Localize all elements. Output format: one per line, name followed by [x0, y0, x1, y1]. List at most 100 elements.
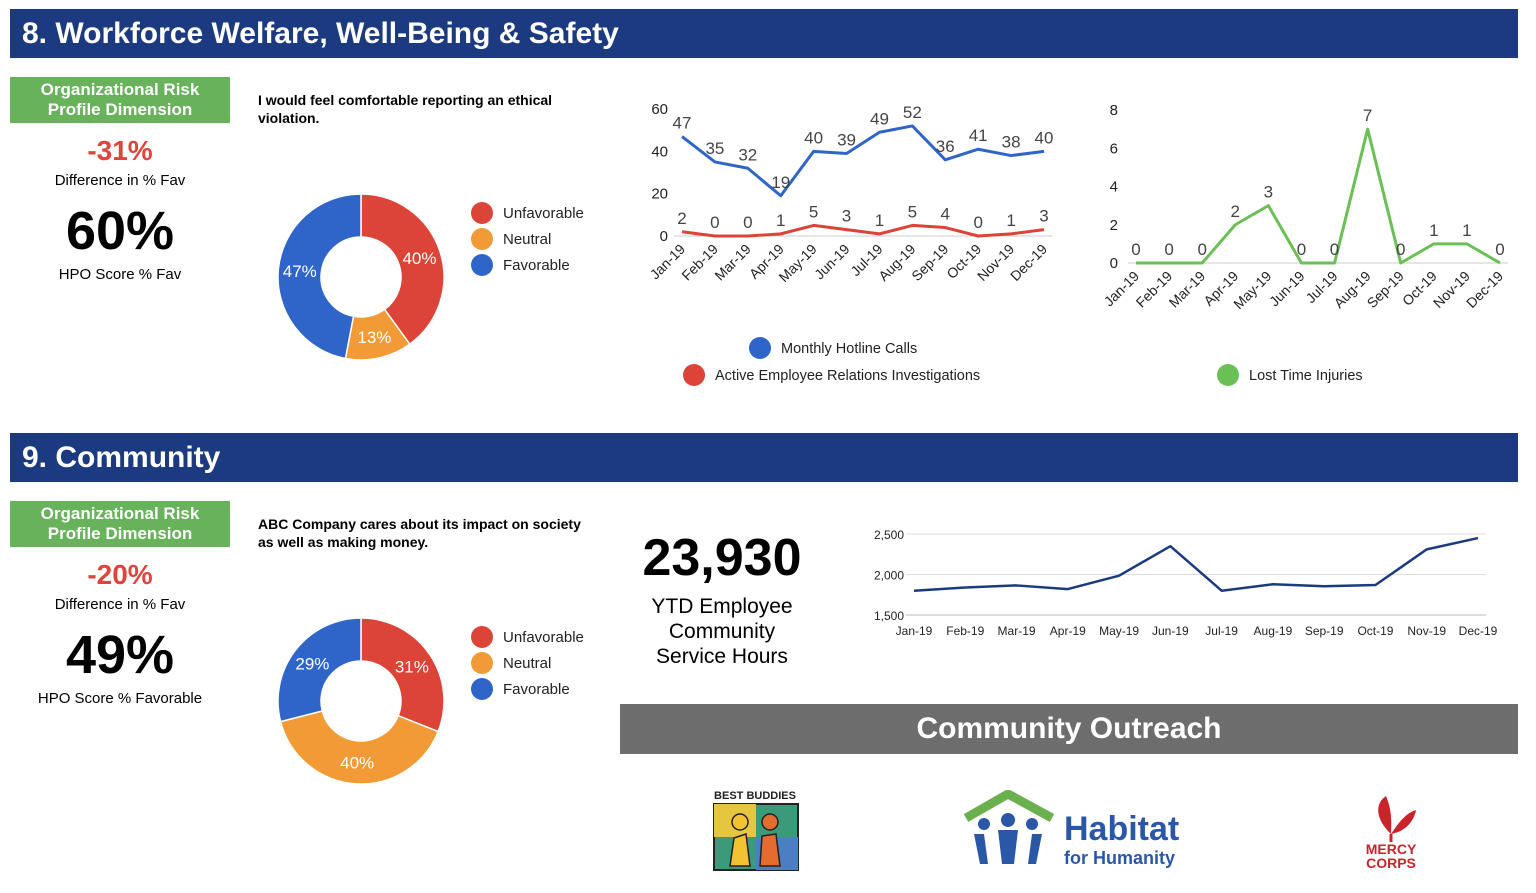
- hotline-chart-body: 6040200Jan-19Feb-19Mar-19Apr-19May-19Jun…: [647, 101, 1054, 386]
- x-tick-label: May-19: [775, 241, 819, 285]
- x-tick-label: Jun-19: [1152, 624, 1189, 638]
- data-label: 7: [1363, 106, 1372, 125]
- donut-slice-label: 47%: [283, 262, 317, 281]
- y-tick-label: 2,500: [874, 528, 904, 542]
- y-tick-label: 2,000: [874, 569, 904, 583]
- data-label: 3: [1264, 183, 1273, 202]
- difference-label-2: Difference in % Fav: [54, 596, 186, 613]
- data-label: 2: [1231, 202, 1240, 221]
- donut-slice-label: 40%: [340, 753, 374, 772]
- ytd-service-hours-label: YTD Employee Community Service Hours: [622, 594, 822, 669]
- data-label: 1: [776, 211, 785, 230]
- x-tick-label: Mar-19: [998, 624, 1036, 638]
- injuries-line-chart: 86420Jan-19Feb-19Mar-19Apr-19May-19Jun-1…: [1101, 102, 1508, 386]
- y-tick-label: 8: [1110, 102, 1118, 119]
- data-label: 1: [1006, 211, 1015, 230]
- ytd-label-line1: YTD Employee: [651, 595, 793, 618]
- ytd-label-line2: Community: [668, 620, 776, 643]
- data-label: 0: [1164, 240, 1173, 259]
- data-label: 47: [673, 114, 692, 133]
- donut-chart-ethics: 40% 13% 47% Unfavorable Neutral Favorable: [277, 193, 584, 361]
- x-tick-label: Jan-19: [896, 624, 933, 638]
- data-label: 0: [1131, 240, 1140, 259]
- donut-legend: Unfavorable Neutral Favorable: [471, 626, 584, 700]
- y-tick-label: 60: [651, 101, 668, 118]
- donut-slice-label: 29%: [295, 654, 329, 673]
- x-tick-label: Nov-19: [1407, 624, 1446, 638]
- difference-label: Difference in % Fav: [54, 172, 186, 189]
- x-tick-label: May-19: [1099, 624, 1139, 638]
- donut-slice-favorable: [277, 617, 362, 723]
- survey-question-2: ABC Company cares about its impact on so…: [258, 516, 581, 550]
- data-label: 36: [936, 137, 955, 156]
- mercy-corps-logo: MERCY CORPS: [1366, 796, 1417, 870]
- data-label: 19: [771, 173, 790, 192]
- legend-marker-neutral: [471, 652, 493, 674]
- legend-marker: [1217, 364, 1239, 386]
- x-tick-label: Feb-19: [1133, 268, 1176, 311]
- x-tick-label: Sep-19: [908, 241, 951, 284]
- risk-profile-label-2: Organizational Risk Profile Dimension: [10, 501, 230, 547]
- data-label: 3: [1039, 207, 1048, 226]
- data-label: 49: [870, 109, 889, 128]
- data-label: 40: [804, 128, 823, 147]
- x-tick-label: Feb-19: [946, 624, 984, 638]
- data-label: 1: [1429, 221, 1438, 240]
- legend-marker-unfavorable: [471, 202, 493, 224]
- risk-profile-line2: Profile Dimension: [47, 100, 193, 119]
- legend-label: Neutral: [503, 231, 551, 248]
- best-buddies-wordmark: BEST BUDDIES: [714, 790, 796, 802]
- x-tick-label: Sep-19: [1364, 268, 1407, 311]
- x-tick-label: Aug-19: [1254, 624, 1293, 638]
- risk-profile-line2: Profile Dimension: [47, 524, 193, 543]
- section-9-banner: 9. Community: [10, 433, 1518, 482]
- legend-label: Unfavorable: [503, 629, 584, 646]
- x-tick-label: Sep-19: [1305, 624, 1344, 638]
- x-tick-label: May-19: [1230, 268, 1274, 312]
- donut-legend: Unfavorable Neutral Favorable: [471, 202, 584, 276]
- data-label: 0: [1396, 240, 1405, 259]
- legend-marker-favorable: [471, 254, 493, 276]
- data-label: 0: [710, 213, 719, 232]
- data-label: 2: [677, 209, 686, 228]
- legend-marker-neutral: [471, 228, 493, 250]
- data-label: 40: [1035, 128, 1054, 147]
- donut-slice-neutral: [279, 710, 440, 785]
- habitat-subword: for Humanity: [1064, 848, 1175, 868]
- y-tick-label: 2: [1110, 217, 1118, 234]
- mercy-wordmark: MERCY: [1366, 841, 1417, 857]
- data-label: 0: [1297, 240, 1306, 259]
- legend-label: Favorable: [503, 681, 570, 698]
- legend-label: Lost Time Injuries: [1249, 368, 1363, 384]
- y-tick-label: 0: [1110, 255, 1118, 272]
- donut-slices: 31% 40% 29%: [277, 617, 445, 785]
- data-label: 32: [738, 145, 757, 164]
- data-label: 35: [705, 139, 724, 158]
- corps-wordmark: CORPS: [1366, 855, 1416, 870]
- legend-marker-favorable: [471, 678, 493, 700]
- legend-label: Active Employee Relations Investigations: [715, 368, 980, 384]
- hpo-score-label-2: HPO Score % Favorable: [37, 690, 203, 707]
- legend-marker: [683, 364, 705, 386]
- data-label: 0: [973, 213, 982, 232]
- donut-chart-community: 31% 40% 29% Unfavorable Neutral Favorable: [277, 617, 584, 785]
- series-line: [681, 223, 1045, 238]
- series-line: [681, 124, 1045, 198]
- data-label: 38: [1002, 133, 1021, 152]
- legend-label: Neutral: [503, 655, 551, 672]
- data-label: 39: [837, 130, 856, 149]
- risk-profile-line1: Organizational Risk: [40, 80, 200, 99]
- ytd-label-line3: Service Hours: [656, 645, 788, 668]
- data-label: 52: [903, 103, 922, 122]
- legend-label: Unfavorable: [503, 205, 584, 222]
- donut-slice-label: 13%: [357, 328, 391, 347]
- data-label: 0: [1197, 240, 1206, 259]
- data-label: 0: [1495, 240, 1504, 259]
- y-tick-label: 4: [1110, 179, 1118, 196]
- injuries-chart-body: 86420Jan-19Feb-19Mar-19Apr-19May-19Jun-1…: [1101, 102, 1508, 386]
- data-label: 1: [875, 211, 884, 230]
- ytd-service-hours-value: 23,930: [642, 529, 802, 587]
- hpo-score-label: HPO Score % Fav: [58, 266, 182, 283]
- legend-label: Monthly Hotline Calls: [781, 341, 917, 357]
